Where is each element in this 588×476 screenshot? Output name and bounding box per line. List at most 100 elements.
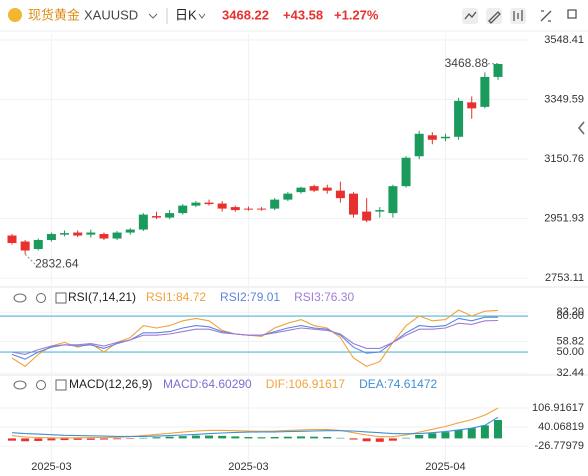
legend-entry: DIF:106.91617 (266, 377, 346, 391)
candle-body (112, 232, 122, 239)
macd-bar (231, 436, 240, 439)
macd-bar (415, 434, 424, 439)
y-tick-label: 58.82 (556, 335, 584, 347)
checkbox-icon[interactable] (55, 379, 67, 391)
macd-bar (310, 436, 319, 439)
y-tick-label: 106.91617 (532, 402, 584, 414)
annotation: 3468.88 (445, 56, 489, 70)
candle-body (99, 234, 109, 239)
candle-body (86, 232, 96, 235)
type-icon[interactable] (513, 10, 523, 21)
macd-bar (323, 436, 332, 439)
period[interactable]: 日K (175, 7, 197, 22)
candle-body (230, 207, 240, 211)
macd-bar (60, 438, 69, 441)
settings-icon[interactable] (567, 9, 577, 19)
macd-bar (270, 436, 279, 439)
legend-entry: RSI1:84.72 (146, 290, 206, 304)
candle-body (493, 63, 503, 77)
candle-body (73, 232, 83, 236)
eye-icon[interactable] (13, 293, 27, 303)
x-tick-label: 2025-03 (31, 461, 71, 473)
macd-bar (113, 438, 122, 440)
macd-bar (402, 437, 411, 439)
checkbox-icon[interactable] (55, 292, 67, 304)
macd-line (11, 407, 499, 439)
macd-bar (283, 436, 292, 439)
level-label: 80.00 (556, 310, 584, 322)
candle-body (191, 202, 201, 206)
macd-bar (441, 432, 450, 439)
indicator-icon[interactable] (464, 11, 477, 20)
macd-bar (86, 438, 95, 440)
candle-body (270, 199, 280, 209)
gear-icon[interactable] (36, 380, 46, 390)
candle-body (7, 235, 17, 244)
x-tick-label: 2025-03 (228, 461, 268, 473)
macd-bar (178, 436, 187, 439)
macd-bar (126, 438, 135, 439)
candle-body (125, 229, 135, 233)
macd-bar (336, 437, 345, 439)
candle-body (151, 216, 161, 218)
collapse-arrow[interactable] (578, 121, 585, 135)
candle-body (335, 190, 345, 199)
macd-bar (428, 433, 437, 439)
macd-bar (47, 438, 56, 441)
gear-icon[interactable] (36, 293, 46, 303)
candle-body (322, 187, 332, 191)
y-tick-label: 32.44 (556, 367, 584, 379)
candle-body (362, 211, 372, 221)
candle-body (46, 234, 56, 241)
candle-body (60, 233, 70, 235)
change-pct: +1.27% (334, 7, 379, 22)
draw-icon[interactable] (488, 11, 501, 24)
macd-bar (8, 438, 16, 441)
macd-bar (191, 435, 200, 439)
y-tick-label: 3349.59 (544, 93, 584, 105)
coin-icon (8, 8, 22, 22)
dropdown-icon[interactable] (148, 13, 158, 19)
y-tick-label: 2951.93 (544, 212, 584, 224)
y-tick-label: 2753.11 (545, 272, 584, 284)
dropdown-icon[interactable] (198, 13, 206, 19)
asset-symbol[interactable]: XAUUSD (84, 7, 138, 22)
macd-bar (257, 437, 266, 439)
candle-body (283, 193, 293, 200)
candle-body (427, 135, 437, 140)
macd-bar (480, 425, 489, 439)
y-tick-label: 3150.76 (544, 153, 584, 165)
macd-bar (494, 420, 502, 439)
eye-icon[interactable] (13, 380, 27, 390)
macd-bar (375, 438, 384, 442)
macd-bar (21, 438, 30, 442)
candle-body (20, 241, 30, 251)
fullscreen-icon[interactable] (540, 10, 552, 22)
candle-body (309, 186, 319, 191)
candle-body (480, 76, 490, 107)
asset-name[interactable]: 现货黄金 (28, 7, 80, 22)
candle-body (33, 240, 43, 250)
macd-line (11, 416, 499, 437)
macd-bar (244, 436, 253, 439)
macd-bar (349, 438, 358, 440)
legend-entry: RSI3:76.30 (294, 290, 354, 304)
candle-body (178, 205, 188, 214)
y-tick-label: -26.77979 (534, 440, 584, 452)
legend-entry: RSI2:79.01 (220, 290, 280, 304)
candle-body (243, 208, 253, 210)
candle-body (257, 208, 267, 210)
indicator-button[interactable] (462, 8, 478, 24)
legend-entry: DEA:74.61472 (359, 377, 437, 391)
x-tick-label: 2025-04 (425, 461, 465, 473)
candle-body (138, 214, 148, 230)
candle-body (296, 187, 306, 193)
y-tick-label: 83.20 (556, 306, 584, 318)
macd-bar (296, 436, 305, 439)
macd-bar (99, 438, 108, 440)
candle-body (401, 157, 411, 187)
macd-bar (467, 428, 476, 439)
y-tick-label: 3548.41 (544, 34, 584, 46)
